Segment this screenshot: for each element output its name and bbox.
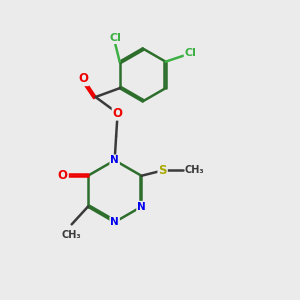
Text: CH₃: CH₃ xyxy=(185,166,204,176)
Text: N: N xyxy=(137,202,146,212)
Text: S: S xyxy=(158,164,167,177)
Text: O: O xyxy=(112,107,123,120)
Text: CH₃: CH₃ xyxy=(62,230,82,240)
Text: Cl: Cl xyxy=(109,33,121,43)
Text: O: O xyxy=(58,169,68,182)
Text: N: N xyxy=(110,217,119,227)
Text: N: N xyxy=(110,155,119,165)
Text: Cl: Cl xyxy=(185,48,197,58)
Text: O: O xyxy=(78,72,88,85)
